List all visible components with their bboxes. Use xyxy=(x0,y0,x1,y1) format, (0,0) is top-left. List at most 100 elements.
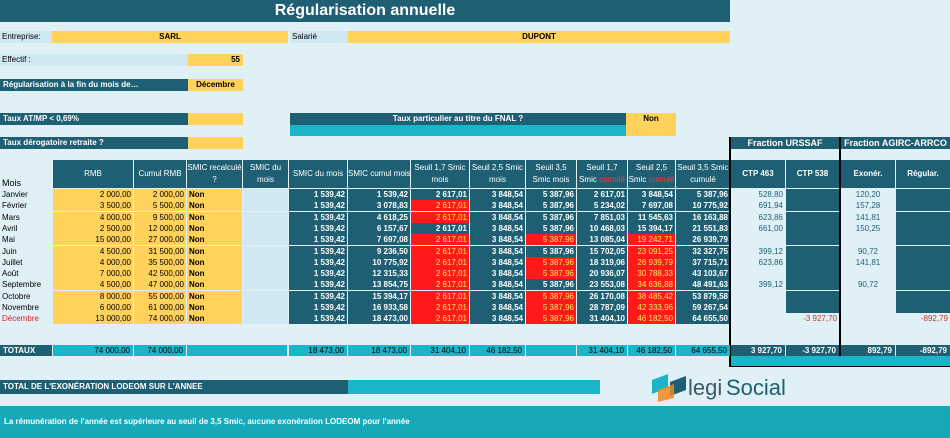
header-rmb: RMB xyxy=(53,160,133,188)
fraction-urssaf-header: Fraction URSSAF xyxy=(731,137,839,149)
cell-smic-recalc[interactable]: Non xyxy=(187,290,242,302)
derog-label: Taux dérogatoire retraite ? xyxy=(0,137,188,149)
cell-seuil17-mois: 2 617,01 xyxy=(411,268,469,280)
cell-smic-mois xyxy=(243,222,288,234)
cell-seuil35-cumul: 10 775,92 xyxy=(676,200,730,212)
cell-seuil25-cumul: 30 788,33 xyxy=(628,268,675,280)
cell-seuil17-cumul: 10 468,03 xyxy=(577,222,627,234)
cell-rmb[interactable]: 2 500,00 xyxy=(53,222,133,234)
cell-rmb[interactable]: 15 000,00 xyxy=(53,234,133,246)
cell-seuil35-cumul: 59 267,54 xyxy=(676,302,730,313)
cell-rmb[interactable]: 6 000,00 xyxy=(53,302,133,313)
cell-smic-cumul: 3 078,83 xyxy=(348,200,410,212)
fnal-value-bottom xyxy=(626,125,676,136)
cell-seuil25-mois: 3 848,54 xyxy=(470,222,525,234)
cell-seuil25-cumul: 26 939,79 xyxy=(628,256,675,268)
cell-exoner: 141,81 xyxy=(855,212,881,222)
cell-smic-recalc[interactable]: Non xyxy=(187,279,242,291)
cell-smic-mois xyxy=(243,256,288,268)
company-value[interactable]: SARL xyxy=(52,31,288,43)
cell-smic-recalc[interactable]: Non xyxy=(187,302,242,313)
cell-rmb[interactable]: 2 000,00 xyxy=(53,189,133,200)
fnal-value[interactable]: Non xyxy=(626,113,676,125)
legisocial-logo-icon xyxy=(652,374,686,402)
cell-exoner xyxy=(841,313,895,325)
derog-value[interactable] xyxy=(188,137,243,149)
cell-cumul-rmb: 9 500,00 xyxy=(134,211,186,223)
cell-ctp463 xyxy=(731,234,785,245)
cell-ctp463: 528,80 xyxy=(758,190,783,199)
cell-smic-recalc[interactable]: Non xyxy=(187,234,242,246)
cell-seuil17-mois: 2 617,01 xyxy=(411,245,469,257)
logo-text-social: Social xyxy=(726,375,786,400)
header-s25c-cumule: cumulé xyxy=(648,175,675,184)
cell-rmb[interactable]: 4 500,00 xyxy=(53,245,133,257)
cell-seuil17-cumul: 23 553,08 xyxy=(577,279,627,291)
cell-seuil17-mois: 2 617,01 xyxy=(411,234,469,246)
cell-seuil35-cumul: 64 655,50 xyxy=(676,313,730,325)
cell-mois: Août xyxy=(2,269,19,279)
cell-smic-recalc[interactable]: Non xyxy=(187,211,242,223)
cell-mois: Juillet xyxy=(2,257,23,267)
cell-seuil35-mois: 5 387,96 xyxy=(526,302,576,313)
cell-ctp538 xyxy=(786,302,839,313)
cell-seuil25-mois: 3 848,54 xyxy=(470,200,525,212)
cell-rmb[interactable]: 4 000,00 xyxy=(53,256,133,268)
cell-seuil35-cumul: 26 939,79 xyxy=(676,234,730,246)
header-smic-cumul: SMIC cumul mois xyxy=(348,160,410,188)
cell-seuil17-mois: 2 617,01 xyxy=(411,211,469,223)
cell-smic-du-mois: 1 539,42 xyxy=(289,290,347,302)
cell-seuil35-mois: 5 387,96 xyxy=(526,313,576,325)
cell-seuil35-cumul: 21 551,83 xyxy=(676,222,730,234)
cell-rmb[interactable]: 4 500,00 xyxy=(53,279,133,291)
cell-ctp463: 661,00 xyxy=(758,223,783,233)
cell-seuil17-mois: 2 617,01 xyxy=(411,313,469,325)
cell-smic-du-mois: 1 539,42 xyxy=(289,211,347,223)
cell-seuil25-cumul: 11 545,63 xyxy=(628,211,675,223)
cell-rmb[interactable]: 4 000,00 xyxy=(53,211,133,223)
cell-cumul-rmb: 61 000,00 xyxy=(134,302,186,313)
totals-sm: 18 473,00 xyxy=(289,345,347,356)
regul-month-value[interactable]: Décembre xyxy=(188,79,243,91)
cell-ctp538 xyxy=(786,245,839,257)
cell-smic-recalc[interactable]: Non xyxy=(187,200,242,212)
cell-smic-mois xyxy=(243,302,288,313)
totals-e: 46 182,50 xyxy=(628,345,675,356)
cell-cumul-rmb: 42 500,00 xyxy=(134,268,186,280)
total-exo-label: TOTAL DE L'EXONÉRATION LODEOM SUR L'ANNE… xyxy=(0,380,348,394)
cell-smic-recalc[interactable]: Non xyxy=(187,256,242,268)
cell-rmb[interactable]: 13 000,00 xyxy=(53,313,133,325)
cell-smic-recalc[interactable]: Non xyxy=(187,268,242,280)
cell-smic-recalc[interactable]: Non xyxy=(187,313,242,325)
cell-smic-recalc[interactable]: Non xyxy=(187,222,242,234)
employee-value[interactable]: DUPONT xyxy=(348,31,730,43)
header-s35m: Seuil 3,5 Smic mois xyxy=(526,160,576,188)
effectif-value[interactable]: 55 xyxy=(188,54,243,66)
cell-cumul-rmb: 5 500,00 xyxy=(134,200,186,212)
cell-cumul-rmb: 31 500,00 xyxy=(134,245,186,257)
cell-seuil17-mois: 2 617,01 xyxy=(411,222,469,234)
cell-rmb[interactable]: 3 500,00 xyxy=(53,200,133,212)
logo-text-legi: legi xyxy=(688,375,723,400)
cell-smic-cumul: 15 394,17 xyxy=(348,290,410,302)
cell-smic-cumul: 10 775,92 xyxy=(348,256,410,268)
cell-mois: Novembre xyxy=(2,303,39,312)
cell-smic-recalc[interactable]: Non xyxy=(187,245,242,257)
atmp-value[interactable] xyxy=(188,113,243,125)
cell-exoner xyxy=(841,302,895,313)
header-exoner: Exonér. xyxy=(841,160,895,188)
cell-seuil17-mois: 2 617,01 xyxy=(411,256,469,268)
cell-smic-cumul: 7 697,08 xyxy=(348,234,410,246)
cell-smic-cumul: 4 618,25 xyxy=(348,211,410,223)
cell-seuil17-mois: 2 617,01 xyxy=(411,290,469,302)
cell-rmb[interactable]: 7 000,00 xyxy=(53,268,133,280)
cell-ctp463 xyxy=(731,291,785,302)
cell-mois: Septembre xyxy=(2,280,42,290)
table-row: Août 7 000,00 42 500,00 Non 1 539,42 12 315,3… xyxy=(0,268,950,280)
cell-mois: Avril xyxy=(2,223,18,233)
header-s25m: Seuil 2,5 Smic mois xyxy=(470,160,525,188)
cell-smic-recalc[interactable]: Non xyxy=(187,189,242,200)
company-label: Entreprise: xyxy=(0,31,52,43)
cell-seuil25-cumul: 15 394,17 xyxy=(628,222,675,234)
cell-rmb[interactable]: 8 000,00 xyxy=(53,290,133,302)
